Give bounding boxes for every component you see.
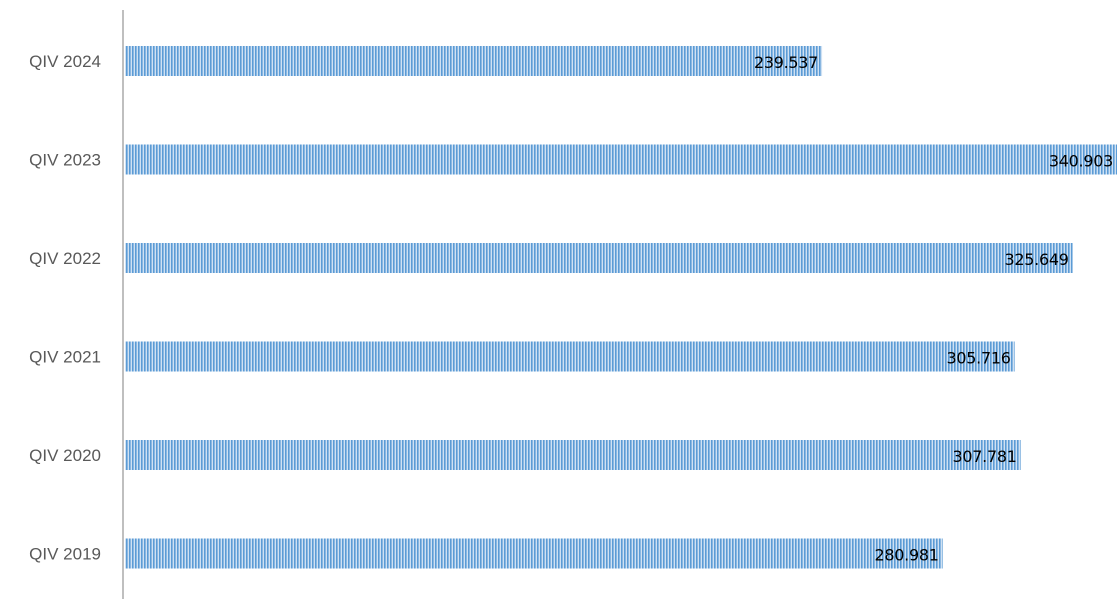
data-label: 307.781 bbox=[953, 447, 1017, 466]
bar bbox=[125, 243, 1073, 273]
data-labels: 239.537 340.903 325.649 305.716 307.781 280.9… bbox=[754, 53, 1113, 565]
data-label: 340.903 bbox=[1049, 152, 1113, 171]
bar bbox=[125, 341, 1015, 372]
bar bbox=[125, 144, 1117, 175]
data-label: 325.649 bbox=[1005, 250, 1069, 269]
bar bbox=[125, 440, 1021, 470]
category-label: QIV 2019 bbox=[29, 545, 101, 564]
category-label: QIV 2020 bbox=[29, 446, 101, 465]
bars bbox=[125, 46, 1117, 569]
bar bbox=[125, 538, 943, 569]
category-label: QIV 2022 bbox=[29, 249, 101, 268]
category-label: QIV 2021 bbox=[29, 348, 101, 367]
bar bbox=[125, 46, 823, 76]
data-label: 280.981 bbox=[875, 546, 939, 565]
category-labels: QIV 2024 QIV 2023 QIV 2022 QIV 2021 QIV 2020… bbox=[29, 52, 101, 564]
category-label: QIV 2023 bbox=[29, 151, 101, 170]
data-label: 239.537 bbox=[754, 53, 818, 72]
category-label: QIV 2024 bbox=[29, 52, 101, 71]
data-label: 305.716 bbox=[947, 349, 1011, 368]
